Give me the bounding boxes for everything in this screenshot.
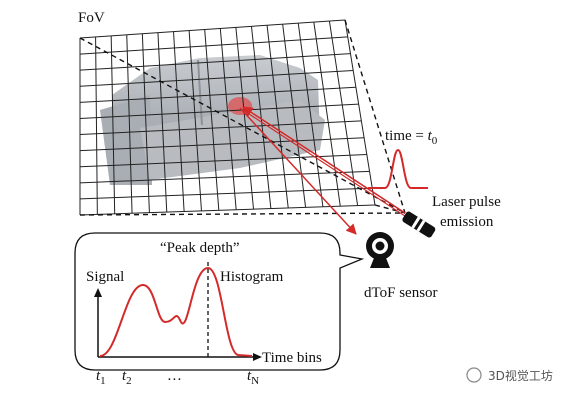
sensor-icon bbox=[366, 232, 394, 268]
laser-ray bbox=[242, 109, 406, 217]
bin-label: t2 bbox=[122, 368, 132, 387]
laser-emitter bbox=[402, 211, 436, 238]
laser-label: Laser pulse bbox=[432, 194, 501, 210]
return-ray bbox=[239, 107, 357, 235]
bin-label: t1 bbox=[96, 368, 106, 387]
callout bbox=[74, 232, 365, 371]
frustum bbox=[79, 19, 406, 216]
laser-ray bbox=[242, 106, 406, 214]
fov-label: FoV bbox=[78, 10, 105, 26]
bin-label: … bbox=[168, 368, 181, 384]
signal-label: Signal bbox=[86, 269, 124, 285]
laser-label: emission bbox=[440, 214, 494, 230]
time-bins-label: Time bins bbox=[262, 350, 322, 366]
watermark-text: 3D视觉工坊 bbox=[488, 368, 553, 383]
histogram-plot bbox=[94, 262, 262, 361]
pulse bbox=[368, 148, 428, 189]
time-label: time = t0 bbox=[385, 128, 438, 147]
bin-labels: t1 t2 … tN bbox=[96, 368, 259, 387]
fov-grid bbox=[79, 19, 376, 216]
sensor-label: dToF sensor bbox=[364, 285, 438, 301]
bin-label: tN bbox=[247, 368, 259, 387]
watermark: 3D视觉工坊 bbox=[466, 367, 553, 383]
histogram-label: Histogram bbox=[220, 269, 284, 285]
peak-label: “Peak depth” bbox=[160, 240, 240, 256]
